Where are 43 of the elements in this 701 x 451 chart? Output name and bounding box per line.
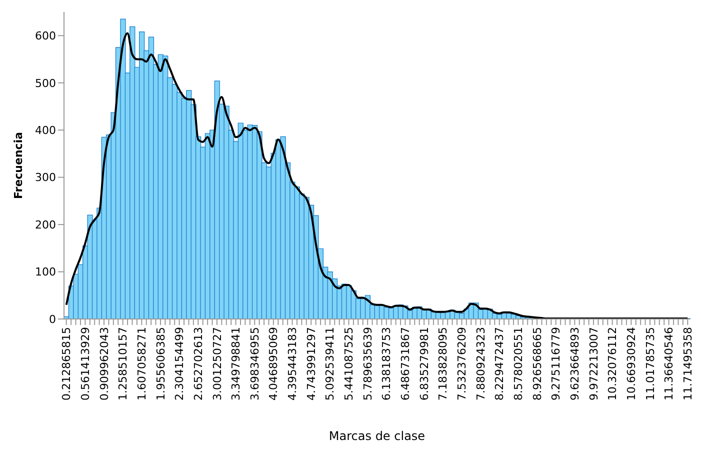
y-axis-title: Frecuencia bbox=[12, 132, 25, 200]
x-tick-label: 3.698346955 bbox=[248, 327, 262, 400]
y-tick-label: 100 bbox=[35, 266, 56, 279]
x-tick-label: 0.909962043 bbox=[98, 327, 111, 400]
x-tick-label: 11.01785735 bbox=[644, 327, 657, 400]
x-tick-label: 11.36640546 bbox=[662, 327, 676, 400]
x-tick-label: 7.880924323 bbox=[474, 327, 488, 400]
x-tick-label: 5.441087525 bbox=[342, 327, 356, 400]
x-tick-label: 3.349798841 bbox=[230, 327, 243, 400]
y-tick-label: 600 bbox=[35, 30, 56, 43]
x-tick-label: 8.578020551 bbox=[512, 327, 526, 400]
x-tick-label: 6.138183753 bbox=[380, 327, 394, 400]
x-tick-label: 8.926568665 bbox=[530, 327, 544, 400]
y-tick-label: 300 bbox=[35, 171, 56, 184]
x-tick-label: 5.789635639 bbox=[361, 327, 374, 400]
x-tick-label: 0.212865815 bbox=[60, 327, 74, 400]
x-tick-label: 3.001250727 bbox=[210, 327, 224, 400]
x-tick-label: 1.607058271 bbox=[135, 327, 148, 400]
x-tick-label: 6.835279981 bbox=[418, 327, 431, 400]
x-tick-label: 9.972213007 bbox=[587, 327, 600, 400]
x-tick-label: 2.304154499 bbox=[173, 327, 186, 400]
x-tick-label: 7.532376209 bbox=[456, 327, 469, 400]
x-tick-label: 8.229472437 bbox=[493, 327, 506, 400]
x-tick-label: 10.32076112 bbox=[606, 327, 620, 400]
x-tick-label: 4.046895069 bbox=[267, 327, 280, 400]
x-tick-label: 6.486731867 bbox=[399, 327, 412, 400]
y-tick-label: 0 bbox=[49, 312, 56, 326]
x-tick-label: 5.092539411 bbox=[324, 327, 337, 400]
x-tick-label: 0.561413929 bbox=[78, 327, 92, 400]
x-tick-label: 11.71495358 bbox=[681, 327, 694, 400]
x-tick-label: 7.183828095 bbox=[436, 327, 450, 400]
x-tick-label: 10.66930924 bbox=[624, 327, 638, 400]
y-tick-label: 200 bbox=[35, 218, 56, 232]
x-tick-label: 1.955606385 bbox=[154, 327, 168, 400]
y-tick-label: 500 bbox=[35, 76, 56, 90]
x-tick-label: 1.258510157 bbox=[116, 327, 130, 400]
x-tick-label: 9.623664893 bbox=[568, 327, 582, 400]
x-tick-label: 9.275116779 bbox=[550, 327, 563, 400]
x-tick-label: 2.652702613 bbox=[192, 327, 205, 400]
x-tick-label: 4.743991297 bbox=[304, 327, 318, 400]
y-tick-label: 400 bbox=[35, 124, 56, 137]
x-tick-label: 4.395443183 bbox=[286, 327, 300, 400]
x-axis-title: Marcas de clase bbox=[328, 429, 426, 443]
